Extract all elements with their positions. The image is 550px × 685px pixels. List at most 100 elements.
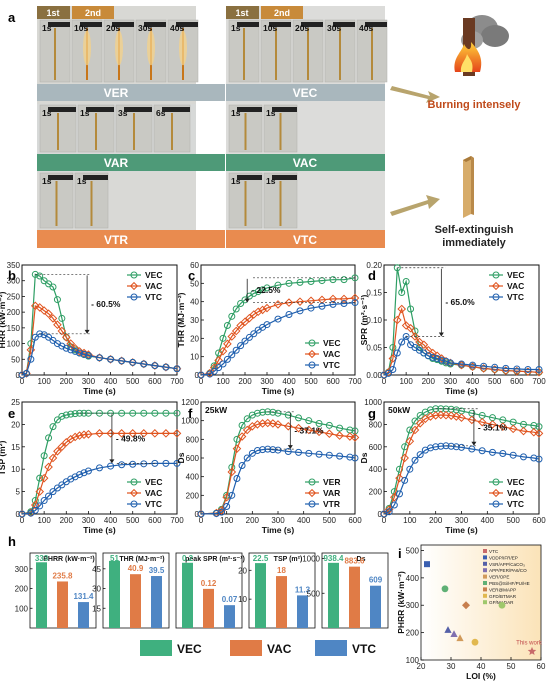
flame-glow [147, 30, 155, 66]
clamp [176, 22, 198, 27]
x-tick-label: 300 [82, 516, 96, 525]
data-point-vtc [432, 443, 440, 451]
data-point-var [237, 432, 247, 441]
data-point-vac [106, 429, 115, 438]
data-point-ver [325, 421, 333, 429]
bar-vtc [370, 585, 381, 628]
data-point-vac [306, 296, 316, 306]
data-point-vtc [173, 365, 181, 373]
x-tick-label: 500 [126, 516, 140, 525]
bar-value-label: 51 [110, 554, 119, 563]
burning-intensely-label: Burning intensely [428, 99, 522, 111]
data-point-vtc [509, 451, 517, 459]
bar-y-tick-label: 20 [238, 566, 247, 575]
x-tick-label: 0 [382, 377, 387, 386]
x-tick-label: 500 [304, 377, 318, 386]
panel-label-d: d [368, 268, 376, 283]
specimen-stick [371, 28, 373, 80]
bar-vtc [297, 595, 308, 628]
data-point-vtc [80, 350, 88, 358]
time-label: 1s [231, 176, 241, 186]
data-point-vac [218, 346, 228, 356]
data-point-vtr [351, 454, 359, 462]
data-point-vec [398, 289, 406, 296]
legend-label-vec: VEC [145, 477, 162, 487]
x-tick-label: 400 [104, 377, 118, 386]
panel-label-b: b [8, 268, 16, 283]
data-point-vtr [197, 510, 205, 518]
data-point-vtc [351, 299, 359, 307]
y-tick-label: 400 [369, 465, 383, 474]
data-point-vtc [429, 353, 437, 361]
y-tick-label: 10 [190, 353, 199, 362]
data-point-vtc [118, 461, 126, 469]
data-point-var [227, 467, 237, 477]
data-point-vac [400, 453, 409, 463]
y-tick-label: 0.10 [366, 316, 382, 325]
y-tick-label: 30 [190, 316, 199, 325]
bar-y-tick-label: 10 [238, 595, 247, 604]
data-point-vec [223, 322, 231, 329]
scatter-point [471, 638, 479, 646]
specimen-stick [55, 181, 58, 226]
data-point-vac [61, 332, 71, 342]
data-point-vtr [238, 461, 246, 469]
data-point-vec [49, 423, 57, 431]
panel-label-a: a [8, 10, 16, 25]
data-point-vac [75, 347, 84, 356]
data-point-vac [519, 426, 528, 436]
x-tick-label: 0 [199, 516, 204, 525]
self-extinguish-label-l1: Self-extinguish [435, 224, 514, 236]
data-point-vtc [228, 351, 236, 359]
data-point-vac [441, 410, 451, 420]
data-point-vec [329, 276, 337, 284]
time-label: 1s [80, 108, 90, 118]
panel-label-c: c [188, 268, 195, 283]
data-point-vac [419, 340, 429, 350]
data-point-vec [393, 264, 401, 272]
data-point-vac [227, 332, 237, 341]
data-point-vtc [232, 346, 240, 354]
band-vtr [37, 230, 225, 248]
reduction-arrowhead [109, 459, 115, 464]
data-point-vac [48, 314, 58, 323]
data-point-vtc [263, 321, 271, 329]
data-point-vec [71, 410, 79, 418]
data-point-var [335, 431, 344, 440]
data-point-vtc [197, 371, 205, 379]
x-tick-label: 600 [348, 516, 362, 525]
scatter-point [444, 626, 452, 633]
data-point-vtr [305, 449, 313, 457]
x-tick-label: 300 [444, 377, 458, 386]
legend-label-vtr: VTR [323, 499, 340, 509]
data-point-vtc [31, 506, 39, 514]
data-point-vtc [296, 307, 304, 315]
data-point-vtc [307, 304, 315, 312]
data-point-vtr [284, 447, 292, 455]
data-point-vec [307, 278, 315, 285]
legend-label-vtc: VTC [145, 292, 162, 302]
band-vtr-label: VTR [104, 233, 128, 247]
legend-label-vac: VAC [145, 488, 162, 498]
scatter-legend-label: APP/PER/PA6/CO [489, 568, 527, 573]
data-point-vac [262, 303, 272, 313]
bar-subplot-title: PHRR (kW·m⁻²) [43, 556, 95, 563]
y-tick-label: 800 [369, 420, 383, 429]
bar-y-tick-label: 30 [92, 585, 101, 594]
data-point-vtr [248, 449, 256, 457]
bar-subplot-title: peak SPR (m²·s⁻¹) [185, 556, 245, 563]
scatter-legend-marker [483, 587, 487, 592]
y-tick-label: 0.20 [366, 261, 382, 270]
data-point-vac [95, 429, 104, 438]
data-point-vec [129, 409, 137, 417]
data-point-vtc [107, 462, 115, 470]
data-point-vac [172, 429, 182, 438]
y-tick-label: 0 [195, 371, 200, 380]
y-tick-label: 50 [190, 279, 199, 288]
data-point-vec [407, 305, 415, 313]
plot-frame [21, 401, 178, 515]
extinguished-wood-icon [463, 156, 474, 218]
chart-e-tsp: 0 100 200 300 400 500 600 700 0 5 10 15 20 25 Time (s)… [0, 398, 184, 535]
data-point-vec [296, 278, 304, 286]
data-point-vec [351, 274, 359, 282]
